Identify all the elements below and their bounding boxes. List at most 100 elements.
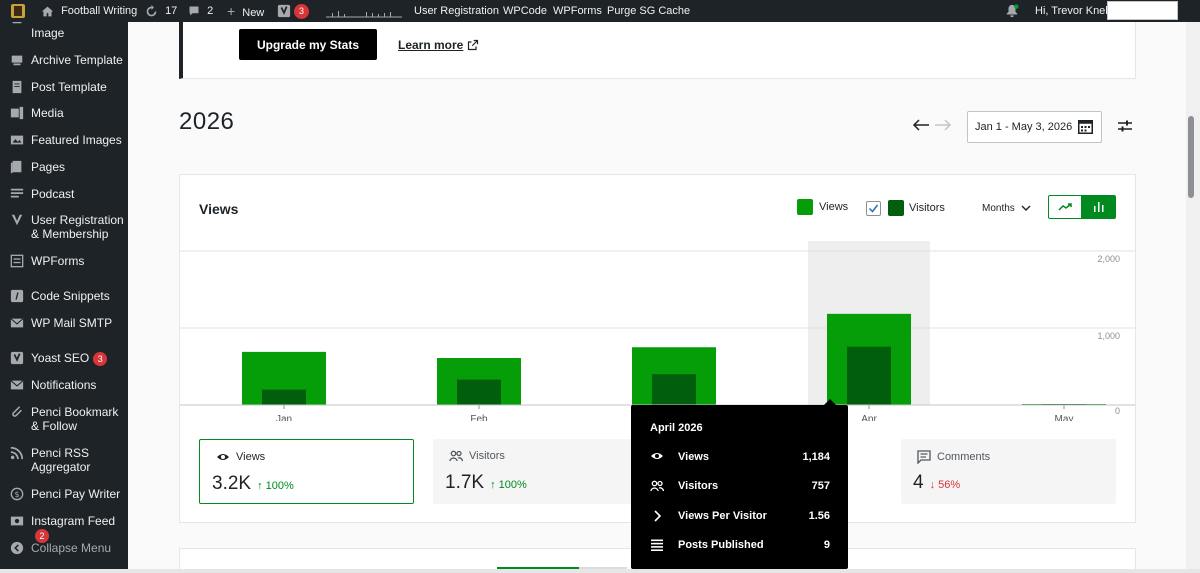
sidebar-item-media[interactable]: Media	[0, 106, 128, 120]
sidebar-item-label: Image	[31, 26, 65, 40]
comments-link[interactable]: 2	[188, 0, 213, 22]
new-label: New	[242, 7, 265, 19]
y-tick-label: 2,000	[1097, 254, 1120, 264]
sidebar-item-featured-images[interactable]: Featured Images	[0, 133, 128, 147]
svg-text:$: $	[14, 490, 19, 499]
eye-icon	[651, 453, 663, 459]
document-icon	[12, 80, 22, 94]
sidebar-item-podcast[interactable]: Podcast	[0, 187, 128, 201]
secondary-tab-indicator[interactable]	[497, 567, 579, 570]
page-scrollbar-thumb[interactable]	[1188, 116, 1194, 198]
learn-more-label: Learn more	[398, 38, 464, 52]
legend-views-swatch	[797, 199, 813, 215]
date-range-picker[interactable]: Jan 1 - May 3, 2026	[967, 111, 1102, 143]
comment-icon	[917, 450, 931, 465]
page-title: 2026	[179, 108, 235, 135]
stat-tile-visitors[interactable]: Visitors 1.7K ↑ 100%	[433, 439, 648, 504]
legend-visitors-label: Visitors	[909, 202, 945, 214]
sidebar-item-code-snippets[interactable]: Code Snippets	[0, 289, 128, 303]
tooltip-value: 1,184	[802, 451, 830, 463]
account-greeting[interactable]: Hi, Trevor Knell	[1035, 5, 1111, 17]
stat-tile-comments[interactable]: Comments 4 ↓ 56%	[901, 439, 1116, 504]
sidebar-item-pages[interactable]: Pages	[0, 160, 128, 174]
yoast-icon	[10, 351, 24, 365]
tooltip-row-posts-published: Posts Published 9	[650, 538, 830, 554]
purge-cache-link[interactable]: Purge SG Cache	[607, 5, 691, 17]
notifications-bell-icon[interactable]	[1005, 0, 1019, 22]
sidebar-item-label: Podcast	[31, 187, 75, 201]
chevron-down-icon	[1021, 205, 1031, 212]
sidebar-item-label: Instagram Feed2	[31, 514, 128, 543]
trending-up-icon	[1058, 203, 1072, 211]
visitors-bar	[262, 389, 306, 405]
yoast-icon	[277, 4, 291, 18]
bookmark-icon	[12, 406, 22, 417]
traffic-sparkline[interactable]	[326, 0, 402, 22]
sidebar-item-instagram-feed[interactable]: Instagram Feed2	[0, 514, 128, 543]
period-select[interactable]: Months	[982, 203, 1031, 214]
sidebar-item-penci-bookmark[interactable]: Penci Bookmark & Follow	[0, 405, 128, 433]
stat-tile-label: Comments	[917, 450, 990, 465]
bar-chart-toggle[interactable]	[1082, 195, 1116, 219]
wpforms-icon	[10, 254, 24, 268]
sidebar-item-label: Penci Pay Writer	[31, 487, 121, 501]
chart-tooltip: April 2026 Views 1,184 Visitors 757 View…	[631, 405, 848, 569]
sidebar-item-label: Pages	[31, 160, 66, 174]
sidebar-item-notifications[interactable]: Notifications	[0, 378, 128, 392]
plus-icon: +	[227, 3, 236, 19]
sidebar-collapse-menu[interactable]: Collapse Menu	[0, 541, 128, 555]
new-content-link[interactable]: + New	[227, 0, 264, 22]
stat-tile-label: Visitors	[449, 450, 505, 462]
sidebar-item-wp-mail-smtp[interactable]: WP Mail SMTP	[0, 316, 128, 330]
user-registration-icon	[11, 214, 23, 226]
user-registration-link[interactable]: User Registration	[414, 5, 499, 17]
sidebar-item-post-template[interactable]: Post Template	[0, 80, 128, 94]
wpforms-link[interactable]: WPForms	[553, 5, 602, 17]
sidebar-item-image[interactable]: Image	[0, 21, 128, 40]
stat-tile-views[interactable]: Views 3.2K ↑ 100%	[199, 439, 414, 504]
learn-more-link[interactable]: Learn more	[398, 38, 479, 52]
next-period-arrow-icon[interactable]	[934, 118, 952, 132]
people-icon	[650, 480, 664, 492]
upgrade-stats-button[interactable]: Upgrade my Stats	[239, 29, 377, 60]
sidebar-item-label: Notifications	[31, 378, 97, 392]
yoast-adminbar-link[interactable]: 3	[277, 0, 310, 22]
site-name: Football Writing	[61, 5, 138, 17]
line-chart-toggle[interactable]	[1048, 195, 1082, 219]
visitors-bar	[652, 374, 696, 405]
sidebar-item-wpforms[interactable]: WPForms	[0, 254, 128, 268]
sidebar-item-label: Code Snippets	[31, 289, 110, 303]
x-tick-label: Apr	[861, 414, 877, 421]
stat-tile-label-text: Visitors	[469, 450, 505, 462]
sidebar-item-user-registration[interactable]: User Registration & Membership	[0, 213, 128, 241]
yoast-badge: 3	[294, 3, 310, 19]
site-logo-icon[interactable]	[10, 0, 26, 22]
eye-icon	[217, 454, 229, 461]
avatar[interactable]	[1107, 1, 1178, 20]
wpcode-link[interactable]: WPCode	[503, 5, 548, 17]
tooltip-label: Views	[678, 451, 709, 463]
dollar-icon: $	[10, 487, 24, 501]
upgrade-banner: Upgrade my Stats Learn more	[179, 22, 1136, 79]
page-scrollbar[interactable]	[1186, 22, 1200, 573]
tooltip-value: 9	[823, 539, 830, 551]
yoast-label: Yoast SEO	[31, 351, 90, 365]
sidebar-item-penci-rss[interactable]: Penci RSS Aggregator	[0, 446, 128, 474]
sidebar-item-label: Media	[31, 106, 64, 120]
tooltip-row-visitors: Visitors 757	[650, 479, 830, 495]
external-link-icon	[468, 39, 479, 51]
date-range-label: Jan 1 - May 3, 2026	[975, 121, 1073, 133]
sidebar-item-yoast-seo[interactable]: Yoast SEO 3	[0, 351, 128, 366]
sidebar-item-penci-pay-writer[interactable]: $ Penci Pay Writer	[0, 487, 128, 501]
visitors-checkbox[interactable]	[866, 201, 881, 216]
admin-sidebar: Image Archive Template Post Template Med…	[0, 21, 128, 573]
stat-tile-value: 3.2K ↑ 100%	[212, 473, 294, 495]
site-name-link[interactable]: Football Writing	[41, 0, 137, 22]
sidebar-item-label: Yoast SEO 3	[31, 351, 108, 366]
previous-period-arrow-icon[interactable]	[912, 118, 930, 132]
updates-link[interactable]: 17	[145, 0, 177, 22]
filter-settings-icon[interactable]	[1118, 120, 1132, 132]
stat-tile-change-text: 100%	[498, 479, 527, 491]
sidebar-item-archive-template[interactable]: Archive Template	[0, 53, 128, 67]
